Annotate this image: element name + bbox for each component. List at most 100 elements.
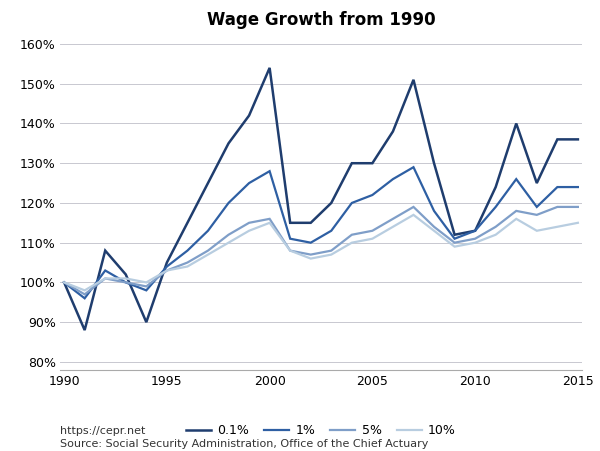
1% [410, 165, 417, 170]
10% [205, 252, 212, 258]
Text: https://cepr.net
Source: Social Security Administration, Office of the Chief Act: https://cepr.net Source: Social Security… [60, 426, 428, 449]
5% [61, 280, 68, 285]
1% [287, 236, 294, 241]
10% [512, 216, 520, 221]
1% [81, 295, 88, 301]
1% [184, 248, 191, 253]
5% [81, 292, 88, 297]
5% [348, 232, 355, 237]
Legend: 0.1%, 1%, 5%, 10%: 0.1%, 1%, 5%, 10% [181, 419, 461, 442]
10% [472, 240, 479, 245]
0.1% [143, 319, 150, 325]
10% [266, 220, 273, 226]
Line: 5%: 5% [64, 207, 578, 295]
10% [307, 256, 314, 261]
5% [533, 212, 541, 217]
1% [389, 176, 397, 182]
0.1% [512, 121, 520, 126]
0.1% [369, 161, 376, 166]
10% [61, 280, 68, 285]
10% [101, 276, 109, 281]
5% [574, 204, 581, 210]
1% [533, 204, 541, 210]
10% [389, 224, 397, 230]
10% [574, 220, 581, 226]
0.1% [451, 232, 458, 237]
5% [184, 260, 191, 265]
10% [81, 288, 88, 293]
10% [430, 228, 437, 234]
0.1% [492, 184, 499, 190]
5% [266, 216, 273, 221]
Line: 0.1%: 0.1% [64, 68, 578, 330]
0.1% [389, 129, 397, 134]
10% [410, 212, 417, 217]
5% [328, 248, 335, 253]
0.1% [184, 220, 191, 226]
0.1% [554, 137, 561, 142]
0.1% [205, 180, 212, 186]
5% [492, 224, 499, 230]
10% [451, 244, 458, 249]
10% [122, 276, 130, 281]
10% [348, 240, 355, 245]
Line: 1%: 1% [64, 167, 578, 298]
1% [266, 169, 273, 174]
5% [307, 252, 314, 258]
0.1% [163, 260, 170, 265]
1% [472, 228, 479, 234]
5% [205, 248, 212, 253]
5% [512, 208, 520, 214]
1% [225, 200, 232, 206]
0.1% [225, 141, 232, 146]
10% [225, 240, 232, 245]
5% [472, 236, 479, 241]
10% [554, 224, 561, 230]
1% [122, 280, 130, 285]
5% [410, 204, 417, 210]
0.1% [307, 220, 314, 226]
1% [205, 228, 212, 234]
10% [163, 268, 170, 273]
Line: 10%: 10% [64, 215, 578, 290]
10% [184, 264, 191, 269]
0.1% [533, 180, 541, 186]
10% [143, 280, 150, 285]
0.1% [430, 161, 437, 166]
10% [328, 252, 335, 258]
5% [369, 228, 376, 234]
5% [554, 204, 561, 210]
1% [512, 176, 520, 182]
1% [163, 264, 170, 269]
0.1% [287, 220, 294, 226]
0.1% [122, 272, 130, 277]
Title: Wage Growth from 1990: Wage Growth from 1990 [206, 11, 436, 29]
0.1% [81, 327, 88, 333]
0.1% [266, 65, 273, 70]
0.1% [101, 248, 109, 253]
5% [430, 224, 437, 230]
1% [451, 236, 458, 241]
5% [287, 248, 294, 253]
5% [389, 216, 397, 221]
0.1% [328, 200, 335, 206]
1% [554, 184, 561, 190]
1% [430, 208, 437, 214]
10% [369, 236, 376, 241]
1% [143, 288, 150, 293]
1% [492, 204, 499, 210]
10% [533, 228, 541, 234]
10% [492, 232, 499, 237]
0.1% [472, 228, 479, 234]
5% [101, 276, 109, 281]
5% [143, 284, 150, 289]
0.1% [410, 77, 417, 83]
1% [369, 192, 376, 198]
5% [245, 220, 253, 226]
1% [245, 180, 253, 186]
10% [245, 228, 253, 234]
1% [574, 184, 581, 190]
1% [101, 268, 109, 273]
0.1% [61, 280, 68, 285]
5% [451, 240, 458, 245]
